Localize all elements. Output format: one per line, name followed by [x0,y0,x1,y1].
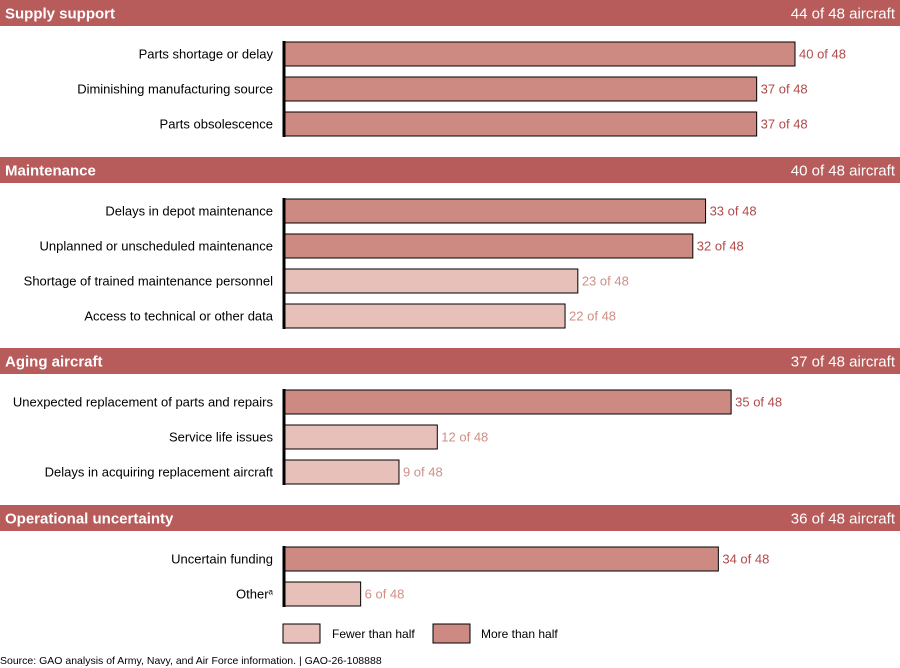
bar [283,546,719,572]
category-count: 36 of 48 aircraft [791,511,896,528]
bar [283,424,438,450]
bar-label: Service life issues [169,430,274,445]
bar-label: Uncertain funding [171,552,273,567]
legend-label: Fewer than half [332,627,415,641]
bar [283,41,796,67]
bar [283,268,579,294]
bar-value-label: 34 of 48 [722,552,769,567]
bar [283,233,694,259]
legend-label: More than half [481,627,558,641]
bar-label-text: Other [236,587,269,602]
bar-label: Delays in depot maintenance [105,204,273,219]
category-header-band [0,505,900,531]
category-title: Aging aircraft [5,354,103,371]
legend-swatch [282,623,321,644]
category-group: Aging aircraft 37 of 48 aircraft Unexpecte… [0,348,900,485]
bar-label: Unexpected replacement of parts and repa… [13,395,274,410]
bar-label: Parts shortage or delay [139,47,274,62]
bar-value-label: 22 of 48 [569,309,616,324]
legend-swatch [432,623,471,644]
bar-value-label: 37 of 48 [761,117,808,132]
bar-value-label: 12 of 48 [441,430,488,445]
bar-value-label: 32 of 48 [697,239,744,254]
category-group: Operational uncertainty 36 of 48 aircraft… [0,505,900,607]
bar-value-label: 9 of 48 [403,465,443,480]
bar [283,198,707,224]
bar-label: Shortage of trained maintenance personne… [24,274,273,289]
bar-value-label: 6 of 48 [365,587,405,602]
category-count: 40 of 48 aircraft [791,163,896,180]
bar [283,111,758,137]
category-title: Supply support [5,6,115,23]
bar-label: Unplanned or unscheduled maintenance [40,239,273,254]
bar-value-label: 33 of 48 [710,204,757,219]
category-title: Maintenance [5,163,96,180]
footnote-marker: a [269,587,274,596]
bar-label: Delays in acquiring replacement aircraft [45,465,274,480]
category-header-band [0,0,900,26]
bar [283,303,566,329]
bar-label: Parts obsolescence [160,117,273,132]
bar-label: Access to technical or other data [84,309,273,324]
bar [283,459,400,485]
bar [283,581,362,607]
category-group: Supply support 44 of 48 aircraft Parts sho… [0,0,900,137]
bar-label: Diminishing manufacturing source [77,82,273,97]
bar-value-label: 40 of 48 [799,47,846,62]
category-count: 37 of 48 aircraft [791,354,896,371]
category-header-band [0,348,900,374]
bar-label: Othera [236,587,274,602]
category-group: Maintenance 40 of 48 aircraft Delays in de… [0,157,900,329]
bar [283,76,758,102]
bar-value-label: 37 of 48 [761,82,808,97]
bar [283,389,732,415]
legend: Fewer than half More than half [282,623,558,644]
bar-value-label: 23 of 48 [582,274,629,289]
category-title: Operational uncertainty [5,511,174,528]
source-note: Source: GAO analysis of Army, Navy, and … [0,655,382,667]
category-count: 44 of 48 aircraft [791,6,896,23]
category-header-band [0,157,900,183]
bar-value-label: 35 of 48 [735,395,782,410]
